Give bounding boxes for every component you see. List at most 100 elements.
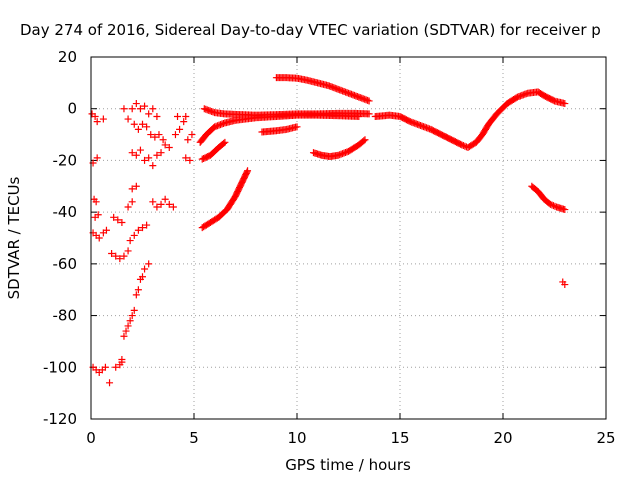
data-point	[548, 201, 556, 209]
data-point	[243, 168, 251, 176]
data-point	[108, 250, 116, 258]
tick-labels: 0 5 10 15 20 25 -120 -100 -80 -60 -40 -20 0 20	[43, 48, 616, 447]
data-point	[124, 322, 132, 330]
x-tick-label: 10	[287, 429, 306, 447]
data-point	[124, 115, 132, 123]
data-point	[244, 167, 252, 175]
data-point	[118, 218, 126, 226]
x-tick-label: 0	[86, 429, 96, 447]
data-point	[151, 133, 159, 141]
series-early-cluster-2-5	[120, 100, 196, 211]
data-point	[153, 112, 161, 120]
data-point	[149, 105, 157, 113]
x-tick-label: 20	[493, 429, 512, 447]
data-point	[91, 112, 99, 120]
x-tick-label: 5	[189, 429, 199, 447]
data-point	[182, 154, 190, 162]
data-point	[124, 247, 132, 255]
data-point	[161, 195, 169, 203]
data-point	[165, 200, 173, 208]
x-axis-title: GPS time / hours	[285, 456, 411, 474]
data-point	[134, 125, 142, 133]
series-early-descent-1-3	[108, 182, 153, 371]
data-point	[128, 105, 136, 113]
data-point	[126, 237, 134, 245]
y-tick-label: -40	[53, 203, 78, 221]
y-tick-label: -20	[53, 151, 78, 169]
data-point	[169, 203, 177, 211]
data-point	[141, 156, 149, 164]
series-arc-mid-short	[258, 123, 301, 136]
data-point	[136, 146, 144, 154]
data-point	[149, 162, 157, 170]
data-point	[149, 198, 157, 206]
series-early-column-0-1	[88, 110, 114, 387]
data-point	[180, 118, 188, 126]
data-point	[99, 115, 107, 123]
data-marks	[88, 74, 569, 387]
plot-frame	[90, 56, 607, 420]
data-point	[128, 312, 136, 320]
data-point	[188, 131, 196, 139]
y-axis-title: SDTVAR / TECUs	[5, 176, 23, 299]
y-tick-label: -120	[43, 410, 77, 428]
data-point	[128, 185, 136, 193]
data-point	[134, 226, 142, 234]
data-point	[128, 149, 136, 157]
data-point	[561, 281, 569, 289]
data-point	[182, 112, 190, 120]
y-tick-label: 20	[58, 48, 77, 66]
data-point	[130, 120, 138, 128]
data-point	[122, 327, 130, 335]
data-point	[120, 252, 128, 260]
data-point	[118, 356, 126, 364]
series-arc-bowl	[309, 136, 369, 161]
series-arc-rise	[198, 167, 252, 232]
data-point	[139, 273, 146, 281]
data-point	[293, 123, 301, 131]
data-point	[139, 120, 146, 128]
data-point	[92, 198, 100, 206]
data-point	[561, 100, 569, 108]
data-point	[141, 102, 149, 110]
data-point	[116, 361, 124, 369]
y-tick-label: -60	[53, 255, 78, 273]
data-point	[220, 139, 228, 147]
series-arc-late-descent	[528, 182, 569, 214]
data-point	[116, 255, 124, 263]
data-point	[120, 105, 128, 113]
x-tick-label: 25	[596, 429, 615, 447]
series-arc-top-high	[272, 74, 373, 105]
data-point	[159, 136, 167, 144]
data-point	[114, 216, 122, 224]
data-point	[112, 363, 120, 371]
data-point	[132, 182, 140, 190]
data-point	[153, 151, 161, 159]
series-arc-dip	[371, 88, 569, 151]
y-tick-label: 0	[67, 100, 77, 118]
data-point	[459, 142, 467, 150]
data-point	[130, 306, 138, 314]
data-point	[126, 317, 134, 325]
data-point	[128, 198, 136, 206]
data-point	[186, 156, 194, 164]
data-point	[153, 203, 161, 211]
data-point	[145, 154, 153, 162]
data-point	[360, 137, 368, 145]
x-tick-label: 15	[390, 429, 409, 447]
data-point	[561, 206, 569, 214]
data-point	[549, 202, 557, 210]
data-point	[157, 149, 165, 157]
series-arc-short-5-6	[198, 138, 229, 163]
chart-title: Day 274 of 2016, Sidereal Day-to-day VTE…	[20, 21, 601, 39]
data-point	[94, 211, 102, 219]
data-point	[136, 105, 144, 113]
data-point	[130, 231, 138, 239]
data-point	[184, 136, 192, 144]
data-point	[145, 110, 153, 118]
data-point	[102, 226, 110, 234]
data-point	[112, 252, 120, 260]
data-point	[132, 100, 140, 108]
data-point	[546, 200, 554, 208]
